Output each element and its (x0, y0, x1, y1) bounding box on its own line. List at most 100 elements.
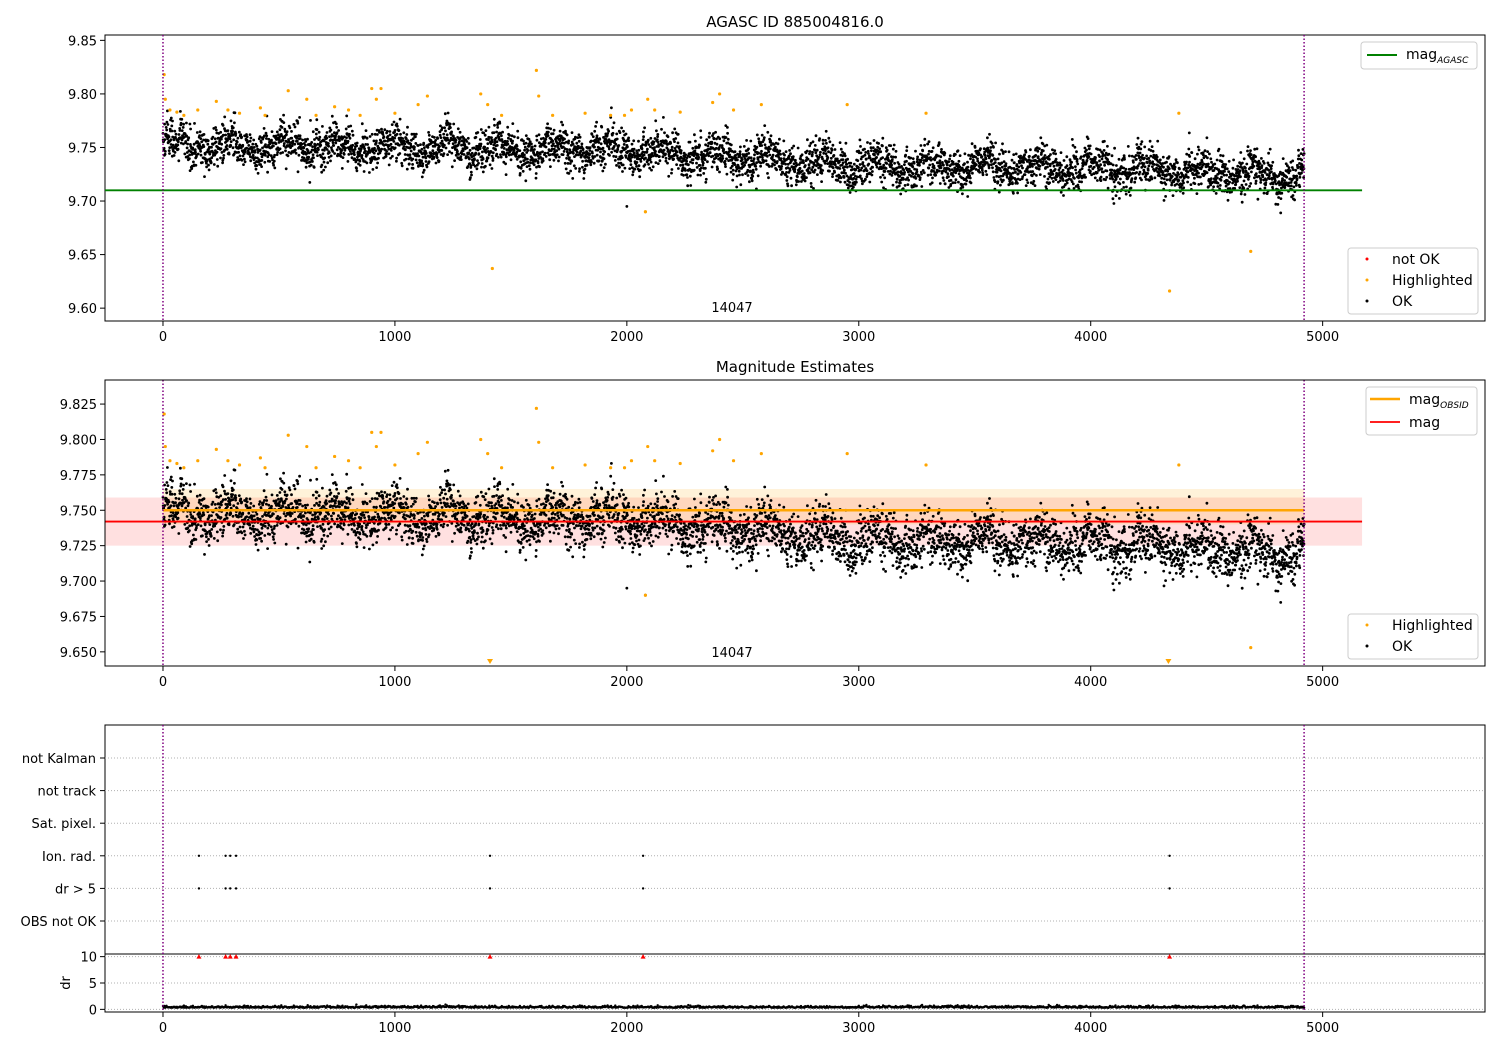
ok-point (440, 139, 444, 143)
ok-point (735, 174, 739, 178)
ok-point (953, 181, 957, 185)
ok-point (303, 150, 307, 154)
ok-point (859, 145, 862, 148)
ok-point (243, 160, 247, 164)
ok-point (238, 154, 242, 158)
ok-point (325, 148, 329, 151)
ok-point (310, 141, 314, 144)
ok-point (311, 130, 315, 134)
ok-point (551, 139, 555, 143)
ok-point (528, 167, 532, 171)
ok-point (437, 159, 441, 163)
y-tick-label: 9.60 (68, 302, 97, 317)
ok-point (385, 129, 389, 133)
ok-point (642, 153, 646, 157)
ok-point (927, 140, 931, 144)
ok-point (296, 170, 300, 174)
ok-point (245, 133, 248, 136)
ok-point (961, 185, 965, 189)
ok-point (314, 144, 317, 147)
ok-point (1170, 175, 1174, 178)
ok-point (760, 133, 764, 137)
ok-point (431, 149, 435, 153)
ok-point (222, 156, 225, 160)
ok-point (912, 161, 916, 165)
ok-point (321, 152, 325, 156)
ok-point (500, 134, 503, 138)
ok-point (1221, 154, 1225, 158)
ok-point (343, 135, 346, 139)
ok-point (253, 161, 256, 165)
ok-point (940, 148, 943, 151)
ok-point (1148, 139, 1152, 143)
ok-point (446, 111, 450, 115)
ok-point (1114, 177, 1118, 181)
ok-point (292, 123, 296, 126)
ok-point (183, 152, 187, 156)
ok-point (682, 173, 685, 177)
ok-point (1024, 184, 1028, 188)
ok-point (266, 155, 270, 159)
ok-point (1065, 164, 1069, 168)
ok-point (1050, 176, 1054, 180)
ok-point (245, 146, 249, 150)
ok-point (459, 136, 462, 140)
ok-point (578, 167, 581, 171)
ok-point (839, 180, 842, 184)
ok-point (400, 161, 404, 165)
ok-point (427, 133, 431, 137)
ok-point (724, 165, 727, 169)
ok-point (335, 125, 339, 129)
ok-point (675, 163, 678, 167)
ok-point (529, 149, 533, 152)
ok-point (892, 143, 896, 147)
ok-point (1065, 181, 1069, 185)
ok-point (443, 126, 446, 130)
ok-point (238, 143, 242, 147)
ok-point (599, 163, 603, 167)
ok-point (848, 181, 851, 184)
ok-point (552, 128, 556, 132)
ok-point (736, 158, 739, 162)
ok-point (495, 140, 499, 144)
ok-point (789, 176, 793, 180)
ok-point (274, 142, 278, 146)
ok-point (1213, 162, 1217, 166)
ok-point (328, 126, 332, 130)
ok-point (186, 142, 190, 146)
ok-point (601, 152, 605, 156)
ok-point (391, 154, 394, 158)
ok-point (670, 168, 674, 171)
ok-point (647, 143, 651, 146)
ok-point (248, 152, 252, 156)
ok-point (564, 129, 567, 133)
ok-point (767, 150, 771, 154)
ok-point (315, 136, 318, 140)
ok-point (483, 145, 487, 149)
ok-point (1214, 192, 1218, 195)
ok-point (1273, 179, 1277, 183)
ok-point (346, 139, 350, 143)
ok-point (686, 176, 689, 179)
ok-point (852, 162, 856, 166)
ok-point (580, 142, 584, 146)
ok-point (387, 152, 391, 156)
ok-point (1016, 172, 1020, 176)
ok-point (554, 155, 558, 159)
ok-point (588, 152, 591, 156)
ok-point (358, 159, 362, 163)
ok-point (182, 142, 185, 146)
ok-point (1117, 157, 1121, 161)
ok-point (321, 125, 324, 128)
ok-point (278, 147, 282, 151)
ok-point (282, 121, 286, 124)
ok-point (541, 150, 544, 154)
ok-point (563, 137, 566, 141)
ok-point (1061, 168, 1065, 172)
ok-point (507, 136, 510, 140)
ok-point (519, 166, 523, 170)
ok-point (664, 156, 668, 160)
ok-point (681, 163, 685, 167)
ok-point (374, 149, 378, 153)
ok-point (577, 139, 581, 143)
